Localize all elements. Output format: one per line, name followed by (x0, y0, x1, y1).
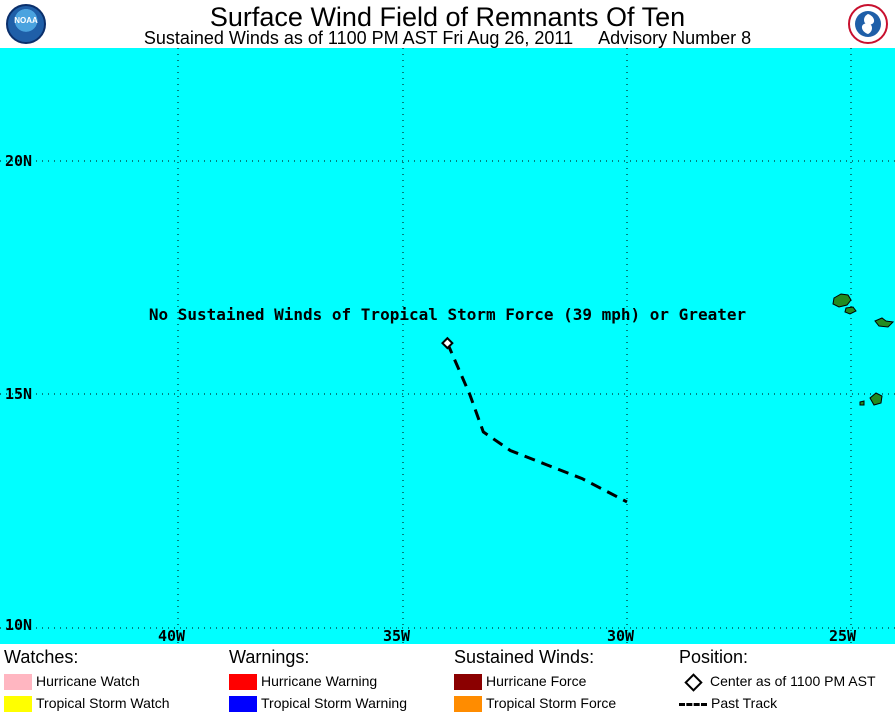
map-legend: Watches: Hurricane Watch Tropical Storm … (0, 644, 895, 716)
noaa-logo-icon: NOAA (6, 4, 46, 44)
lat-label-20n: 20N (5, 152, 33, 170)
past-track-line (446, 342, 628, 504)
map-subtitle: Sustained Winds as of 1100 PM AST Fri Au… (0, 28, 895, 48)
hurricane-warning-swatch (229, 674, 257, 691)
map-header: NOAA Surface Wind Field of Remnants Of T… (0, 0, 895, 48)
legend-center: Center as of 1100 PM AST (679, 672, 876, 692)
tropical-storm-warning-label: Tropical Storm Warning (261, 695, 408, 711)
lon-label-25w: 25W (829, 627, 857, 645)
lat-label-10n: 10N (5, 616, 33, 634)
lon-label-35w: 35W (383, 627, 411, 645)
warnings-heading: Warnings: (229, 647, 310, 667)
tropical-storm-force-swatch (454, 696, 482, 713)
hurricane-watch-label: Hurricane Watch (36, 673, 140, 689)
tropical-storm-force-label: Tropical Storm Force (486, 695, 617, 711)
legend-hurricane-warning: Hurricane Warning (229, 672, 378, 691)
legend-sustained-winds: Sustained Winds: Hurricane Force Tropica… (454, 646, 616, 713)
legend-tropical-storm-force: Tropical Storm Force (454, 694, 617, 713)
past-track-label: Past Track (711, 695, 778, 711)
tropical-storm-watch-label: Tropical Storm Watch (36, 695, 170, 711)
noaa-logo-text: NOAA (14, 16, 38, 25)
island-sao-nicolau (874, 317, 895, 328)
wind-field-map: No Sustained Winds of Tropical Storm For… (0, 48, 895, 644)
hurricane-force-label: Hurricane Force (486, 673, 587, 689)
center-diamond-icon (684, 673, 703, 692)
national-weather-service-logo-icon (848, 4, 888, 44)
legend-hurricane-force: Hurricane Force (454, 672, 587, 691)
past-track-icon (679, 702, 707, 706)
center-label: Center as of 1100 PM AST (710, 673, 876, 689)
cape-verde-islands (832, 293, 895, 406)
watches-heading: Watches: (4, 647, 79, 667)
map-canvas (0, 48, 895, 644)
legend-hurricane-watch: Hurricane Watch (4, 672, 140, 691)
legend-tropical-storm-warning: Tropical Storm Warning (229, 694, 408, 713)
legend-position: Position: Center as of 1100 PM AST Past … (679, 646, 876, 711)
legend-past-track: Past Track (679, 694, 777, 712)
legend-watches: Watches: Hurricane Watch Tropical Storm … (4, 646, 170, 713)
lon-label-30w: 30W (607, 627, 635, 645)
legend-warnings: Warnings: Hurricane Warning Tropical Sto… (229, 646, 407, 713)
island-santo-antao (832, 293, 852, 308)
storm-center-diamond (441, 336, 454, 350)
tropical-storm-watch-swatch (4, 696, 32, 713)
nws-emblem-icon (855, 11, 881, 37)
sustained-winds-heading: Sustained Winds: (454, 647, 595, 667)
advisory-number: Advisory Number 8 (598, 28, 752, 48)
position-heading: Position: (679, 647, 749, 667)
lon-label-40w: 40W (158, 627, 186, 645)
lat-label-15n: 15N (5, 385, 33, 403)
island-fogo (869, 392, 883, 406)
tropical-storm-warning-swatch (229, 696, 257, 713)
hurricane-warning-label: Hurricane Warning (261, 673, 378, 689)
map-title: Surface Wind Field of Remnants Of Ten (209, 2, 686, 32)
sustained-winds-time: Sustained Winds as of 1100 PM AST Fri Au… (143, 28, 574, 48)
island-brava (859, 400, 865, 406)
hurricane-watch-swatch (4, 674, 32, 691)
island-sao-vicente (844, 306, 857, 315)
hurricane-force-swatch (454, 674, 482, 691)
legend-tropical-storm-watch: Tropical Storm Watch (4, 694, 170, 713)
no-tropical-storm-winds-notice: No Sustained Winds of Tropical Storm For… (148, 305, 747, 324)
